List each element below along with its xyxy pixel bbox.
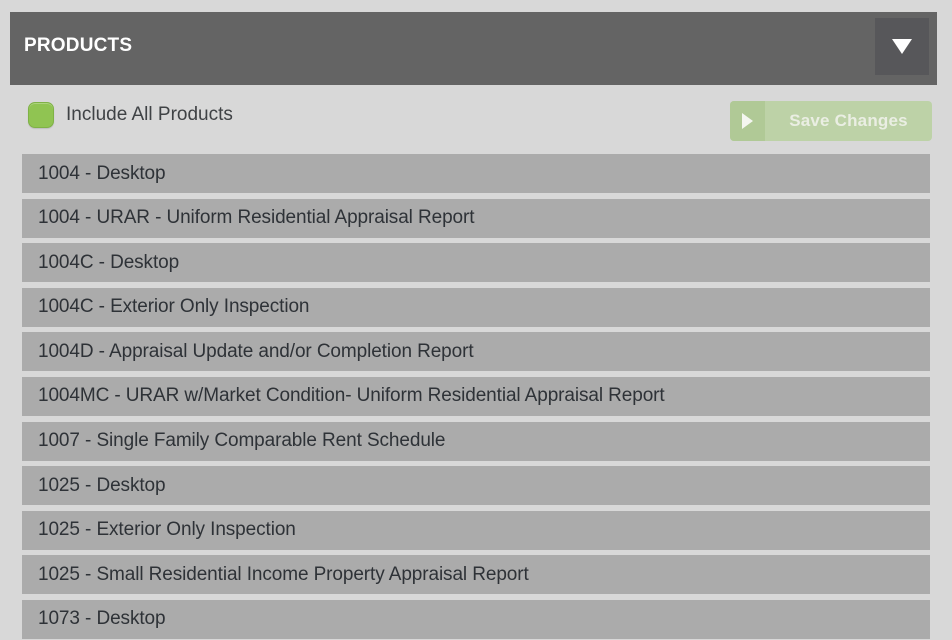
product-label: 1073 - Desktop [38,608,166,630]
product-label: 1004 - URAR - Uniform Residential Apprai… [38,207,475,229]
product-row[interactable]: 1025 - Exterior Only Inspection [22,510,930,550]
include-all-checkbox[interactable] [28,102,54,128]
product-row[interactable]: 1004D - Appraisal Update and/or Completi… [22,332,930,372]
panel-title: PRODUCTS [24,34,133,56]
product-label: 1004 - Desktop [38,162,166,184]
product-label: 1025 - Desktop [38,474,166,496]
save-changes-button[interactable]: Save Changes [730,101,932,141]
product-label: 1025 - Exterior Only Inspection [38,519,296,541]
product-label: 1004C - Exterior Only Inspection [38,296,310,318]
save-changes-label: Save Changes [789,111,908,130]
product-label: 1007 - Single Family Comparable Rent Sch… [38,430,446,452]
product-row[interactable]: 1004C - Exterior Only Inspection [22,287,930,327]
product-row[interactable]: 1004 - Desktop [22,154,930,193]
play-icon [742,113,753,129]
product-row[interactable]: 1004C - Desktop [22,243,930,283]
product-row[interactable]: 1025 - Desktop [22,466,930,506]
product-row[interactable]: 1025 - Small Residential Income Property… [22,555,930,595]
product-row[interactable]: 1004 - URAR - Uniform Residential Apprai… [22,198,930,238]
product-row[interactable]: 1007 - Single Family Comparable Rent Sch… [22,421,930,461]
include-all-label: Include All Products [66,104,233,125]
product-row[interactable]: 1073 - Desktop [22,599,930,639]
product-label: 1025 - Small Residential Income Property… [38,563,529,585]
product-label: 1004MC - URAR w/Market Condition- Unifor… [38,385,665,407]
product-list: 1004 - Desktop 1004 - URAR - Uniform Res… [22,154,930,639]
collapse-button[interactable] [875,18,929,75]
product-label: 1004C - Desktop [38,251,180,273]
save-button-accent [730,101,765,141]
product-row[interactable]: 1004MC - URAR w/Market Condition- Unifor… [22,376,930,416]
chevron-down-icon [892,39,912,54]
panel-header: PRODUCTS [10,12,937,85]
product-label: 1004D - Appraisal Update and/or Completi… [38,340,474,362]
